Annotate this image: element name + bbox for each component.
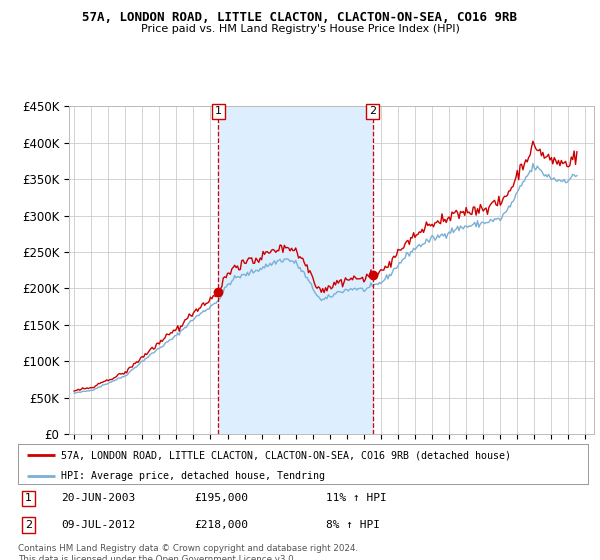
Text: 09-JUL-2012: 09-JUL-2012: [61, 520, 135, 530]
Text: Contains HM Land Registry data © Crown copyright and database right 2024.
This d: Contains HM Land Registry data © Crown c…: [18, 544, 358, 560]
Text: 11% ↑ HPI: 11% ↑ HPI: [326, 493, 386, 503]
Text: £218,000: £218,000: [194, 520, 249, 530]
Text: Price paid vs. HM Land Registry's House Price Index (HPI): Price paid vs. HM Land Registry's House …: [140, 24, 460, 34]
Text: 57A, LONDON ROAD, LITTLE CLACTON, CLACTON-ON-SEA, CO16 9RB: 57A, LONDON ROAD, LITTLE CLACTON, CLACTO…: [83, 11, 517, 24]
Text: £195,000: £195,000: [194, 493, 249, 503]
Text: 57A, LONDON ROAD, LITTLE CLACTON, CLACTON-ON-SEA, CO16 9RB (detached house): 57A, LONDON ROAD, LITTLE CLACTON, CLACTO…: [61, 450, 511, 460]
Text: 2: 2: [25, 520, 32, 530]
Text: 8% ↑ HPI: 8% ↑ HPI: [326, 520, 380, 530]
Text: HPI: Average price, detached house, Tendring: HPI: Average price, detached house, Tend…: [61, 470, 325, 480]
Text: 2: 2: [369, 106, 376, 116]
Text: 20-JUN-2003: 20-JUN-2003: [61, 493, 135, 503]
Bar: [218, 106, 373, 434]
Text: 1: 1: [25, 493, 32, 503]
Text: 1: 1: [215, 106, 222, 116]
